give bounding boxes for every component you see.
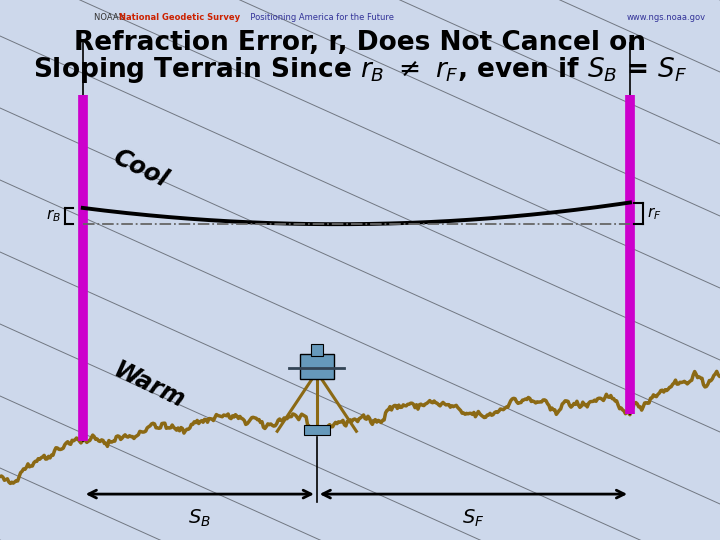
Text: NOAA's: NOAA's	[94, 14, 127, 23]
Text: National Geodetic Survey: National Geodetic Survey	[119, 14, 240, 23]
Text: Refraction Error, r, Does Not Cancel on: Refraction Error, r, Does Not Cancel on	[74, 30, 646, 56]
Bar	[311, 344, 323, 356]
Text: $S_F$: $S_F$	[462, 508, 485, 529]
Text: Positioning America for the Future: Positioning America for the Future	[245, 14, 394, 23]
Text: Cool: Cool	[109, 145, 172, 192]
Text: $r_B$: $r_B$	[46, 208, 61, 224]
Text: $r_F$: $r_F$	[647, 205, 661, 221]
Text: $S_B$: $S_B$	[189, 508, 211, 529]
Text: www.ngs.noaa.gov: www.ngs.noaa.gov	[626, 14, 706, 23]
Text: Warm: Warm	[109, 358, 189, 414]
Text: Sloping Terrain Since $r_B$ $\neq$ $r_F$, even if $S_B$ = $S_F$: Sloping Terrain Since $r_B$ $\neq$ $r_F$…	[33, 55, 687, 85]
Bar	[300, 354, 334, 380]
Bar	[304, 425, 330, 435]
